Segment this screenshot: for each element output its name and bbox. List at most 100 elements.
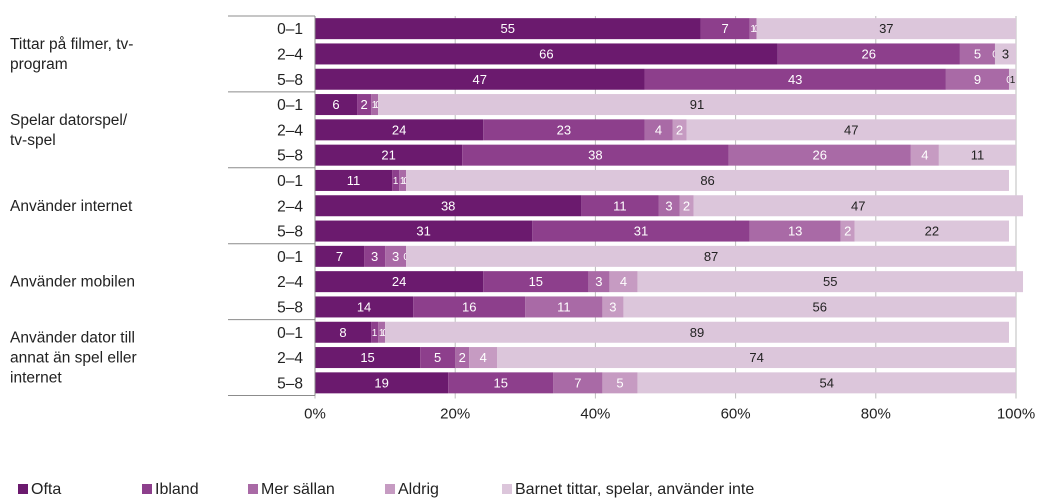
data-label: 37	[879, 21, 893, 36]
bar-segment	[581, 195, 659, 217]
bar-segment	[315, 271, 484, 293]
bar-segment	[448, 372, 554, 394]
bar-segment	[315, 195, 582, 217]
data-label: 66	[539, 46, 553, 61]
data-label: 13	[788, 224, 802, 239]
x-tick-label: 100%	[997, 406, 1035, 423]
data-label: 2	[676, 122, 683, 137]
bar-segment	[959, 43, 995, 65]
age-label: 5–8	[277, 224, 303, 241]
bar-segment	[364, 245, 386, 267]
data-label: 5	[616, 375, 623, 390]
data-label: 3	[595, 274, 602, 289]
bar-segment	[315, 169, 393, 191]
bar-segment	[840, 220, 855, 242]
x-tick-label: 60%	[721, 406, 751, 423]
legend-label: Ofta	[31, 481, 61, 498]
data-label: 1	[379, 328, 385, 339]
data-label: 3	[1002, 46, 1009, 61]
data-label: 26	[812, 148, 826, 163]
legend-swatch	[18, 484, 28, 494]
bar-segment	[553, 372, 603, 394]
bar-segment	[637, 372, 1016, 394]
bar-segment	[609, 271, 638, 293]
data-label: 3	[371, 249, 378, 264]
data-label: 87	[704, 249, 718, 264]
bar-segment	[455, 347, 470, 369]
bar-segment	[700, 18, 750, 40]
bar-segment	[371, 321, 379, 343]
group-label: Spelar datorspel/tv-spel	[10, 112, 128, 149]
data-label: 89	[690, 325, 704, 340]
data-label: 38	[441, 198, 455, 213]
legend-label: Barnet tittar, spelar, använder inte	[515, 481, 754, 498]
data-label: 23	[557, 122, 571, 137]
age-label: 5–8	[277, 148, 303, 165]
data-label: 3	[392, 249, 399, 264]
data-label: 1	[372, 328, 378, 339]
bar-segment	[672, 119, 687, 141]
data-label: 22	[925, 224, 939, 239]
age-label: 2–4	[277, 46, 303, 63]
bar-segment	[406, 245, 1016, 267]
legend-label: Ibland	[155, 481, 199, 498]
data-label: 91	[690, 97, 704, 112]
bar-segment	[749, 18, 757, 40]
age-label: 5–8	[277, 72, 303, 89]
bar-segment	[413, 296, 526, 318]
data-label: 31	[416, 224, 430, 239]
data-label: 11	[347, 173, 361, 188]
data-label: 31	[634, 224, 648, 239]
data-label: 2	[683, 198, 690, 213]
bar-segment	[315, 94, 358, 116]
data-label: 5	[974, 46, 981, 61]
bar-segment	[483, 271, 589, 293]
bar-segment	[602, 372, 638, 394]
data-label: 8	[339, 325, 346, 340]
bar-segment	[406, 169, 1009, 191]
bar-segment	[315, 296, 414, 318]
data-label: 5	[434, 350, 441, 365]
data-label: 4	[921, 148, 928, 163]
data-label: 4	[480, 350, 487, 365]
data-label: 24	[392, 274, 406, 289]
data-label: 14	[357, 299, 371, 314]
data-label: 4	[655, 122, 662, 137]
legend-swatch	[385, 484, 395, 494]
bar-segment	[854, 220, 1009, 242]
bar-segment	[588, 271, 610, 293]
data-label: 7	[721, 21, 728, 36]
data-label: 1	[372, 100, 378, 111]
bar-segment	[462, 144, 729, 166]
data-label: 1	[400, 176, 406, 187]
data-label: 15	[360, 350, 374, 365]
bar-segment	[469, 347, 498, 369]
bar-segment	[385, 245, 407, 267]
data-label: 56	[812, 299, 826, 314]
bar-segment	[315, 68, 645, 90]
data-label: 15	[494, 375, 508, 390]
bar-segment	[371, 94, 379, 116]
bar-segment	[315, 43, 778, 65]
bar-segment	[532, 220, 750, 242]
age-label: 0–1	[277, 173, 303, 190]
bar-segment	[315, 18, 701, 40]
data-label: 1	[750, 24, 756, 35]
data-label: 55	[823, 274, 837, 289]
data-label: 24	[392, 122, 406, 137]
bar-segment	[315, 372, 449, 394]
data-label: 1	[393, 176, 399, 187]
data-label: 2	[844, 224, 851, 239]
data-label: 2	[360, 97, 367, 112]
bar-segment	[357, 94, 372, 116]
legend-swatch	[502, 484, 512, 494]
bar-segment	[392, 169, 400, 191]
bar-segment	[315, 245, 365, 267]
data-label: 3	[665, 198, 672, 213]
data-label: 1	[1010, 75, 1016, 86]
age-label: 5–8	[277, 299, 303, 316]
data-label: 7	[574, 375, 581, 390]
data-label: 47	[844, 122, 858, 137]
x-tick-label: 0%	[304, 406, 326, 423]
